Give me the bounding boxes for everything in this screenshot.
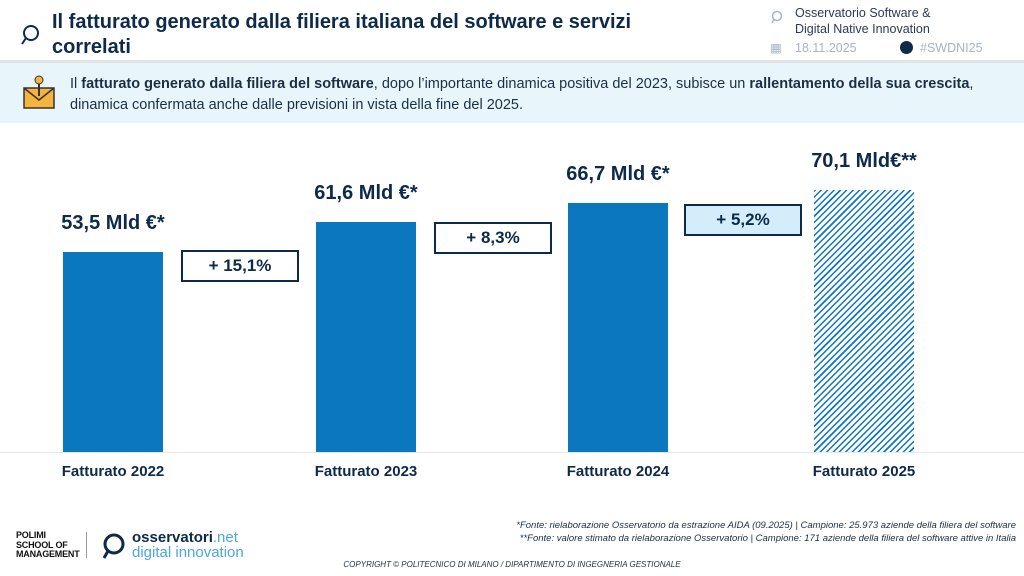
growth-label: + 8,3% [434, 222, 552, 254]
search-logo-icon [21, 25, 39, 45]
category-label: Fatturato 2024 [566, 463, 670, 480]
key-message-text: Il fatturato generato dalla filiera del … [70, 74, 1000, 116]
category-label: Fatturato 2022 [61, 463, 165, 480]
observatory-name-1: Osservatorio Software & [795, 6, 931, 20]
osservatori-logo: osservatori.net digital innovation [132, 530, 244, 560]
osservatori-logo-name: osservatori [132, 529, 213, 546]
bar-3 [814, 189, 914, 452]
banner-bold: rallentamento della sua crescita [749, 76, 970, 92]
key-message-banner [0, 63, 1024, 123]
polimi-logo: POLIMI SCHOOL OF MANAGEMENT [16, 530, 80, 559]
copyright: COPYRIGHT © POLITECNICO DI MILANO / DIPA… [343, 560, 681, 569]
banner-text: , dopo l’importante dinamica positiva de… [373, 76, 750, 92]
osservatori-logo-tagline: digital innovation [132, 544, 244, 561]
category-label: Fatturato 2023 [314, 463, 418, 480]
value-label: 66,7 Mld €* [566, 162, 670, 185]
twitter-icon [900, 41, 913, 54]
category-label: Fatturato 2025 [812, 463, 916, 480]
osservatori-logo-domain: .net [212, 529, 238, 546]
envelope-key-icon [23, 75, 55, 109]
x-axis [0, 452, 1024, 453]
hashtag: #SWDNI25 [920, 41, 983, 55]
growth-label: + 15,1% [181, 250, 299, 282]
banner-bold: fatturato generato dalla filiera del sof… [81, 76, 374, 92]
logo-divider [86, 532, 87, 558]
banner-text: Il [70, 76, 82, 92]
calendar-icon: ▦ [770, 41, 782, 55]
banner-text: , dinamica confermata anche dalle previs… [70, 76, 974, 113]
growth-label: + 5,2% [684, 204, 802, 236]
observatory-icon [771, 10, 783, 24]
bar-0 [63, 251, 163, 452]
source-note-2: **Fonte: valore stimato da rielaborazion… [519, 533, 1016, 544]
value-label: 70,1 Mld€** [811, 149, 917, 172]
bar-1 [316, 221, 416, 452]
observatory-name-2: Digital Native Innovation [795, 22, 930, 36]
osservatori-logo-icon [102, 533, 125, 559]
date: 18.11.2025 [795, 41, 857, 55]
source-note-1: *Fonte: rielaborazione Osservatorio da e… [516, 520, 1016, 531]
bar-2 [568, 202, 668, 452]
page-title: Il fatturato generato dalla filiera ital… [52, 11, 632, 58]
value-label: 53,5 Mld €* [61, 211, 165, 234]
header-divider [0, 60, 1024, 63]
value-label: 61,6 Mld €* [314, 181, 418, 204]
